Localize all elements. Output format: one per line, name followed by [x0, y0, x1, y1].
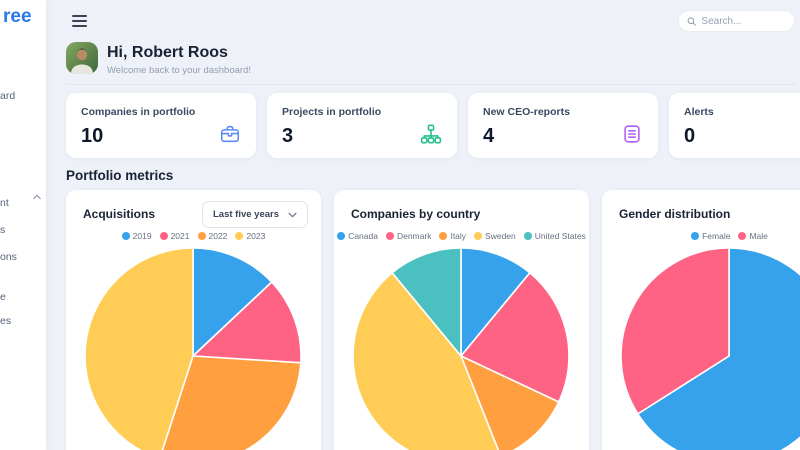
sidebar-item-dashboard[interactable]: ard [0, 90, 16, 102]
legend-item[interactable]: 2021 [159, 231, 190, 241]
legend-label: Female [702, 231, 731, 241]
stat-label: Alerts [684, 106, 714, 118]
legend-label: Canada [348, 231, 378, 241]
chart-title: Acquisitions [83, 207, 156, 221]
stat-card-alerts: Alerts 0 [669, 93, 800, 158]
legend-swatch [738, 232, 747, 240]
legend-label: 2022 [208, 231, 228, 241]
legend-swatch [197, 232, 206, 240]
legend-item[interactable]: Female [691, 231, 730, 241]
sidebar: ree ard nt s ons e es [0, 0, 46, 450]
stat-value: 10 [81, 125, 104, 147]
sidebar-subitem-2[interactable]: ons [0, 251, 17, 263]
legend-swatch [121, 232, 130, 240]
legend-label: 2019 [132, 231, 152, 241]
legend-item[interactable]: 2022 [197, 231, 228, 241]
menu-toggle-icon[interactable] [72, 15, 87, 30]
legend-item[interactable]: 2019 [121, 231, 152, 241]
time-range-select[interactable]: Last five years [201, 201, 308, 228]
legend-item[interactable]: Sweden [474, 231, 516, 241]
stat-card-projects: Projects in portfolio 3 [267, 93, 457, 158]
search-box[interactable] [678, 10, 795, 32]
pie-chart-acquisitions[interactable] [83, 246, 303, 450]
sitemap-icon [420, 124, 442, 144]
stats-row: Companies in portfolio 10 Projects in po… [66, 93, 800, 158]
chart-card-countries: Companies by country Canada Denmark Ital… [334, 190, 589, 450]
legend-swatch [235, 232, 244, 240]
chart-legend: Canada Denmark Italy Sweden United State… [334, 231, 589, 241]
time-range-value: Last five years [212, 209, 279, 220]
legend-swatch [439, 232, 448, 240]
legend-label: 2021 [170, 231, 190, 241]
stat-label: Projects in portfolio [282, 106, 382, 118]
legend-label: Denmark [396, 231, 432, 241]
search-input[interactable] [701, 15, 786, 27]
legend-swatch [385, 232, 394, 240]
chart-legend: 2019 2021 2022 2023 [66, 231, 321, 241]
briefcase-icon [220, 125, 240, 143]
header-divider [66, 84, 796, 85]
greeting-subtitle: Welcome back to your dashboard! [107, 65, 251, 76]
legend-item[interactable]: 2023 [235, 231, 265, 241]
avatar [66, 42, 98, 74]
chart-title: Companies by country [351, 207, 481, 221]
chart-title: Gender distribution [619, 207, 731, 221]
pie-chart-countries[interactable] [351, 246, 571, 450]
stat-value: 0 [684, 125, 696, 147]
legend-label: United States [534, 231, 586, 241]
chart-card-acquisitions: Acquisitions Last five years 2019 2021 [66, 190, 321, 450]
pie-chart-gender[interactable] [619, 246, 800, 450]
legend-swatch [474, 232, 483, 240]
legend-item[interactable]: Canada [337, 231, 378, 241]
stat-label: New CEO-reports [483, 106, 570, 118]
sidebar-item-management[interactable]: nt [0, 197, 9, 209]
sidebar-item-4[interactable]: e [0, 291, 6, 303]
stat-value: 4 [483, 125, 495, 147]
legend-label: Male [749, 231, 768, 241]
brand-logo[interactable]: ree [3, 6, 32, 27]
legend-swatch [337, 232, 346, 240]
charts-row: Acquisitions Last five years 2019 2021 [66, 190, 800, 450]
legend-item[interactable]: Male [738, 231, 768, 241]
stat-value: 3 [282, 125, 294, 147]
stat-label: Companies in portfolio [81, 106, 196, 118]
legend-label: 2023 [246, 231, 266, 241]
stat-card-companies: Companies in portfolio 10 [66, 93, 256, 158]
legend-item[interactable]: Denmark [385, 231, 432, 241]
legend-swatch [691, 232, 700, 240]
chart-legend: Female Male [602, 231, 800, 241]
legend-label: Italy [450, 231, 467, 241]
chevron-up-icon [33, 194, 41, 200]
legend-swatch [159, 232, 168, 240]
chevron-down-icon [288, 212, 297, 217]
legend-item[interactable]: United States [523, 231, 586, 241]
search-icon [687, 16, 696, 26]
stat-card-ceo-reports: New CEO-reports 4 [468, 93, 658, 158]
legend-swatch [523, 232, 532, 240]
section-title: Portfolio metrics [66, 168, 174, 183]
legend-label: Sweden [485, 231, 516, 241]
chart-card-gender: Gender distribution Female Male [602, 190, 800, 450]
sidebar-item-5[interactable]: es [0, 315, 12, 327]
sidebar-subitem-1[interactable]: s [0, 224, 6, 236]
legend-item[interactable]: Italy [439, 231, 466, 241]
report-icon [624, 125, 640, 143]
greeting-title: Hi, Robert Roos [107, 44, 228, 61]
